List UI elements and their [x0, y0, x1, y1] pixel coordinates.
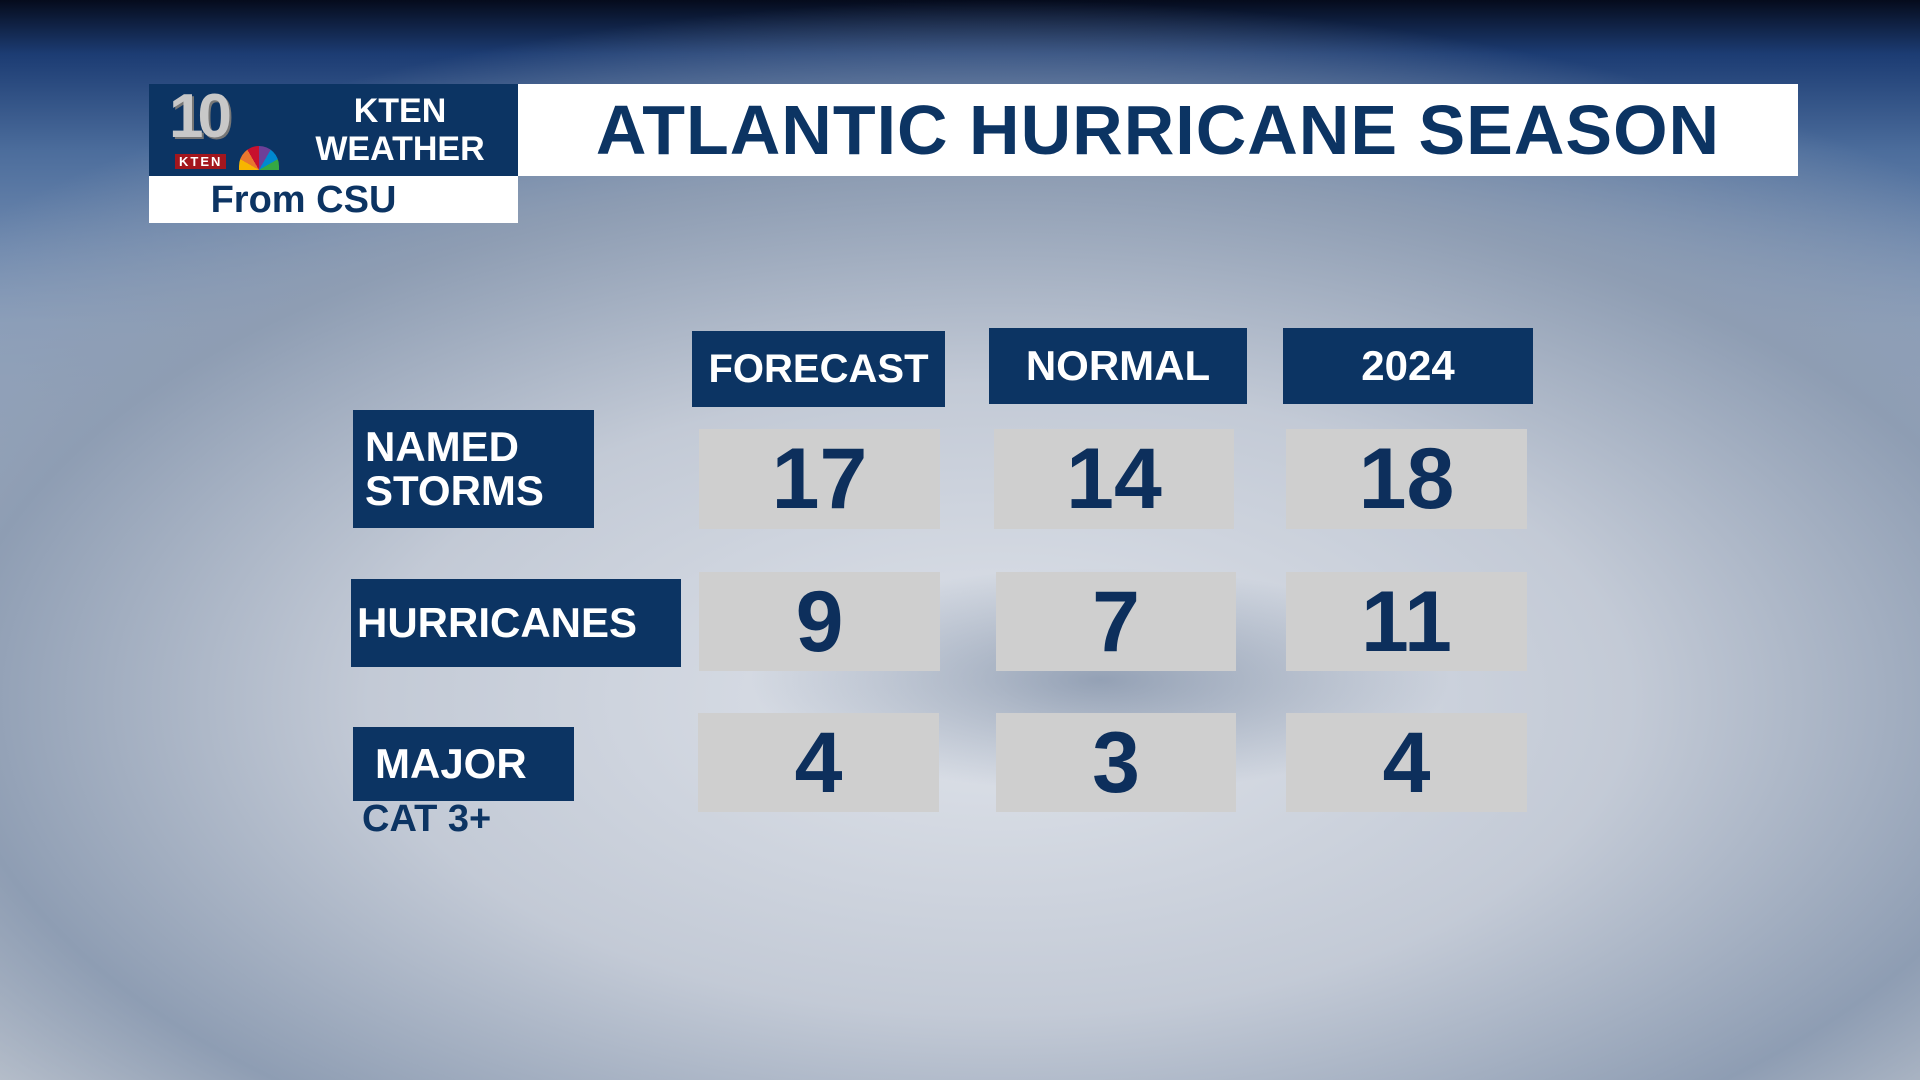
row-label-major: MAJOR — [353, 727, 574, 801]
label-line: NAMED — [365, 423, 519, 470]
station-name: KTEN WEATHER — [289, 92, 511, 168]
row-label-named-storms: NAMED STORMS — [353, 410, 594, 528]
logo-call: KTEN — [175, 154, 227, 169]
column-header-normal: NORMAL — [989, 328, 1247, 404]
nbc-peacock-icon — [239, 146, 279, 170]
source-label: From CSU — [149, 176, 518, 223]
value-cell: 4 — [1286, 713, 1527, 812]
kten-weather-logo: 10 KTEN KTEN WEATHER — [149, 84, 518, 176]
label-line: STORMS — [365, 467, 544, 514]
station-label: KTEN — [353, 92, 447, 130]
weather-label: WEATHER — [315, 130, 485, 168]
row-sublabel-cat3: CAT 3+ — [362, 798, 492, 840]
value-cell: 9 — [699, 572, 940, 671]
logo-number: 10 — [169, 82, 232, 151]
value-cell: 4 — [698, 713, 939, 812]
column-header-2024: 2024 — [1283, 328, 1533, 404]
page-title: ATLANTIC HURRICANE SEASON — [518, 84, 1798, 176]
value-cell: 3 — [996, 713, 1236, 812]
value-cell: 11 — [1286, 572, 1527, 671]
column-header-forecast: FORECAST — [692, 331, 945, 407]
value-cell: 14 — [994, 429, 1234, 529]
value-cell: 17 — [699, 429, 940, 529]
value-cell: 18 — [1286, 429, 1527, 529]
row-label-hurricanes: HURRICANES — [351, 579, 681, 667]
value-cell: 7 — [996, 572, 1236, 671]
